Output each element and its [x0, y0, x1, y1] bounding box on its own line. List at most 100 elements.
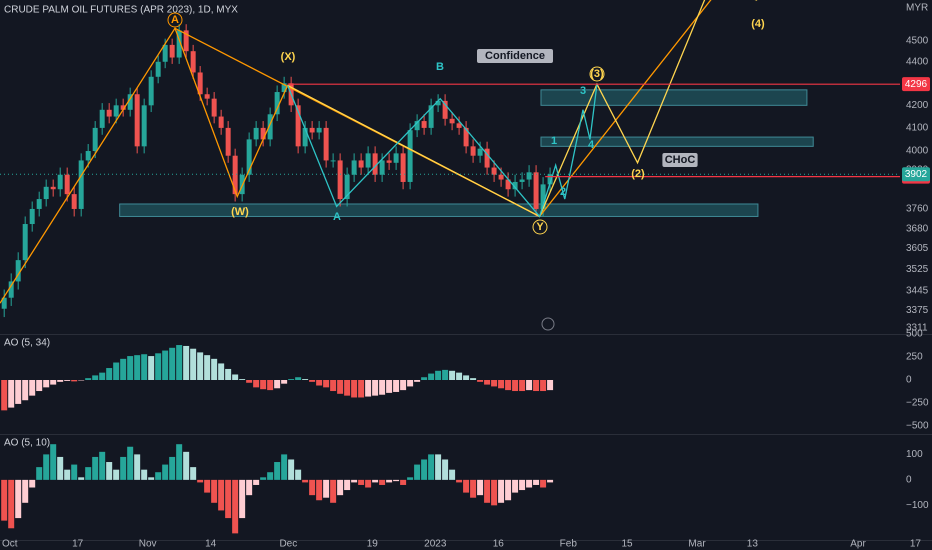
dividend-icon[interactable]	[541, 317, 555, 331]
ao-bar	[127, 446, 134, 480]
y-tick-label: 4000	[906, 146, 929, 157]
candle-body	[211, 98, 217, 117]
ao-bar	[120, 456, 127, 480]
ao-bar	[253, 479, 260, 485]
ao-bar	[50, 379, 57, 385]
annotation-circle	[589, 66, 605, 82]
candle-body	[253, 127, 259, 140]
ao-bar	[512, 479, 519, 493]
ao-bar	[43, 379, 50, 388]
y-tick-label: 0	[906, 375, 912, 386]
wave-line	[0, 0, 712, 304]
ao-bar	[78, 477, 85, 480]
annotation: CHoC	[665, 154, 696, 166]
ao-bar	[358, 479, 365, 485]
candle-body	[365, 153, 371, 168]
ao-bar	[477, 379, 484, 382]
last-price-label-bg	[902, 167, 930, 182]
candle-body	[470, 146, 476, 156]
ao-bar	[372, 479, 379, 483]
x-tick-label: Dec	[279, 539, 297, 550]
ao-bar	[337, 379, 344, 394]
zone	[540, 89, 808, 106]
ao-bar	[449, 370, 456, 380]
ao-bar	[22, 479, 29, 503]
candle-body	[71, 194, 77, 209]
y-tick-label: 3760	[906, 204, 929, 215]
y-tick-label: 4400	[906, 56, 929, 67]
ao-bar	[197, 352, 204, 380]
ao-bar	[260, 379, 267, 390]
ao-bar	[99, 451, 106, 480]
price-pane	[0, 0, 900, 318]
ao-bar	[162, 464, 169, 480]
ao-bar	[211, 479, 218, 503]
candle-body	[393, 153, 399, 163]
ao-bar	[50, 444, 57, 480]
ao-bar	[393, 379, 400, 392]
ao-bar	[526, 479, 533, 488]
ao-bar	[190, 467, 197, 480]
candle-body	[302, 127, 308, 147]
candle-body	[379, 160, 385, 175]
ao-bar	[512, 379, 519, 392]
ao-bar	[288, 459, 295, 480]
candle-body	[8, 281, 14, 298]
ao-bar	[428, 454, 435, 480]
ao-bar	[421, 459, 428, 480]
ao-bar	[99, 372, 106, 380]
ao-bar	[526, 379, 533, 391]
ao-bar	[547, 479, 554, 483]
level-label-bg	[902, 77, 930, 92]
x-tick-label: 2023	[424, 539, 447, 550]
ao-bar	[470, 479, 477, 498]
x-tick-label: 16	[493, 539, 505, 550]
x-tick-label: Apr	[850, 539, 866, 550]
candle-body	[15, 260, 21, 282]
ao-bar	[323, 479, 330, 498]
annotation: B	[436, 61, 444, 73]
annotation: 3	[580, 85, 586, 97]
ao-bar	[141, 469, 148, 480]
x-tick-label: Oct	[2, 539, 18, 550]
ao-bar	[484, 379, 491, 385]
candle-body	[113, 105, 119, 117]
ao-bar	[505, 379, 512, 391]
y-tick-label: 3375	[906, 305, 929, 316]
ao-bar	[351, 479, 358, 483]
ao-bar	[204, 355, 211, 380]
ao-bar	[302, 479, 309, 483]
ao-bar	[330, 379, 337, 392]
ao-bar	[253, 379, 260, 388]
ao-bar	[232, 374, 239, 380]
y-tick-label: 3525	[906, 264, 929, 275]
ao-bar	[106, 368, 113, 380]
ao-bar	[379, 479, 386, 485]
ao-bar	[442, 369, 449, 380]
candle-body	[99, 109, 105, 128]
ao-bar	[295, 377, 302, 380]
ao-bar	[428, 373, 435, 380]
ao-bar	[211, 358, 218, 380]
candle-body	[414, 121, 420, 131]
candle-body	[547, 174, 553, 185]
candle-body	[491, 167, 497, 175]
ao-bar	[498, 479, 505, 503]
ao-bar	[29, 379, 36, 396]
candle-body	[344, 174, 350, 200]
candle-body	[169, 44, 175, 58]
ao-bar	[519, 479, 526, 491]
candle-body	[155, 61, 161, 77]
candle-body	[78, 160, 84, 209]
ao-bar	[302, 379, 309, 380]
ao-bar	[148, 356, 155, 380]
ao-bar	[414, 379, 421, 382]
candle-body	[218, 116, 224, 128]
ao-bar	[540, 379, 547, 392]
ao-bar	[449, 469, 456, 480]
candle-body	[22, 224, 28, 261]
candle-body	[134, 94, 140, 147]
ao-bar	[281, 454, 288, 480]
ao-bar	[309, 379, 316, 382]
